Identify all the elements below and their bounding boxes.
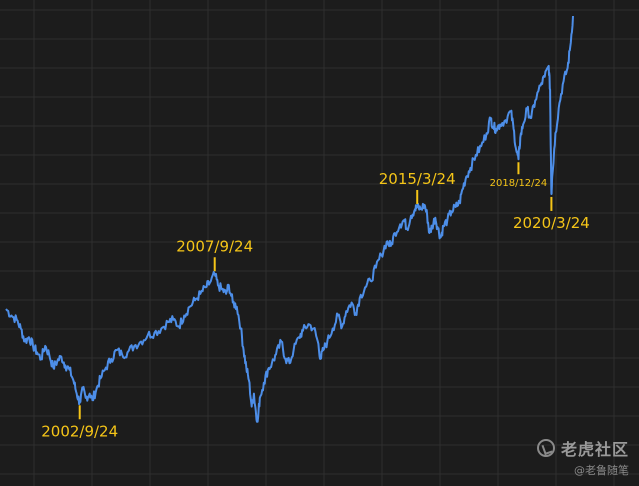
annotation-2020/3/24: 2020/3/24 — [513, 196, 590, 232]
annotation-label: 2020/3/24 — [513, 214, 590, 232]
watermark-brand: 老虎社区 — [536, 436, 629, 460]
annotation-2018/12/24: 2018/12/24 — [490, 162, 548, 189]
annotation-label: 2002/9/24 — [41, 422, 118, 440]
annotation-2002/9/24: 2002/9/24 — [41, 405, 118, 440]
annotation-label: 2018/12/24 — [490, 178, 548, 189]
watermark: 老虎社区 @老鲁随笔 — [536, 436, 629, 478]
annotation-2007/9/24: 2007/9/24 — [176, 237, 253, 272]
annotation-2015/3/24: 2015/3/24 — [379, 170, 456, 204]
annotation-label: 2007/9/24 — [176, 237, 253, 255]
tiger-community-logo-icon — [536, 439, 555, 457]
watermark-author: @老鲁随笔 — [574, 464, 629, 477]
series-line — [5, 15, 574, 423]
watermark-title: 老虎社区 — [560, 440, 629, 459]
annotation-label: 2015/3/24 — [379, 170, 456, 188]
